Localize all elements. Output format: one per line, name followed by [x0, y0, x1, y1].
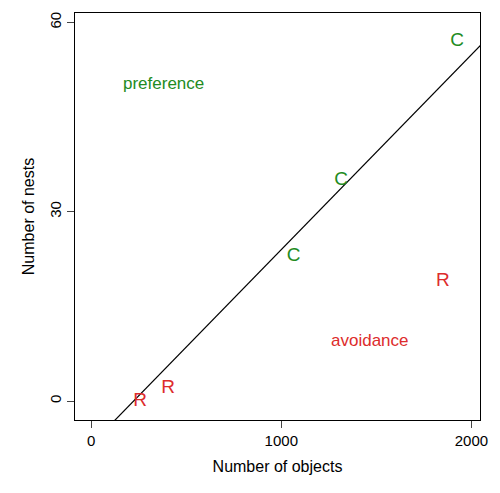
svg-text:C: C — [287, 244, 301, 265]
svg-text:30: 30 — [47, 201, 64, 218]
svg-text:R: R — [161, 376, 175, 397]
svg-text:C: C — [334, 168, 348, 189]
svg-text:Number of objects: Number of objects — [213, 458, 343, 475]
svg-text:avoidance: avoidance — [331, 331, 409, 350]
svg-text:C: C — [450, 29, 464, 50]
svg-text:1000: 1000 — [265, 432, 298, 449]
svg-text:0: 0 — [87, 432, 95, 449]
svg-text:R: R — [436, 269, 450, 290]
svg-text:preference: preference — [123, 74, 204, 93]
svg-text:2000: 2000 — [455, 432, 488, 449]
svg-text:0: 0 — [47, 395, 64, 403]
svg-text:R: R — [133, 389, 147, 410]
svg-text:Number of nests: Number of nests — [20, 158, 37, 275]
svg-text:60: 60 — [47, 12, 64, 29]
